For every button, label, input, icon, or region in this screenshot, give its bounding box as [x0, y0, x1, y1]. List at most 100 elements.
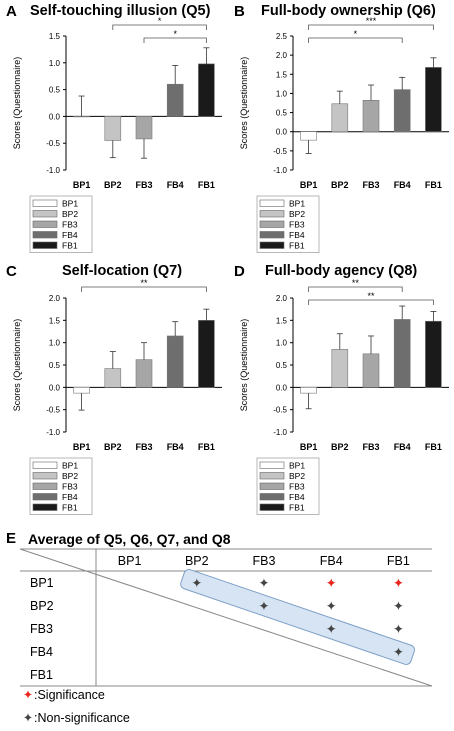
legend-label: BP2 [289, 209, 305, 219]
legend-swatch [259, 231, 285, 239]
non-significance-star-icon: ✦ [22, 711, 34, 725]
y-tick-label: 2.0 [276, 294, 288, 303]
x-tick-label: FB1 [425, 442, 442, 452]
x-tick-label: BP1 [300, 442, 318, 452]
legend-swatch [32, 210, 58, 218]
significance-label: ** [367, 291, 375, 301]
y-tick-label: 0.5 [276, 109, 288, 118]
column-header: FB4 [320, 554, 343, 568]
significance-label: ** [140, 278, 148, 288]
row-header: BP2 [30, 599, 54, 613]
x-tick-label: BP1 [73, 180, 91, 190]
legend-swatch [259, 241, 285, 249]
x-tick-label: FB1 [425, 180, 442, 190]
y-tick-label: 0.5 [49, 361, 61, 370]
legend-label: FB4 [62, 492, 78, 502]
legend-label: BP2 [62, 471, 78, 481]
x-tick-label: FB3 [362, 180, 379, 190]
bar-fb3 [362, 100, 380, 133]
x-tick-label: BP2 [331, 180, 349, 190]
y-tick-label: 0.0 [276, 383, 288, 392]
legend-label: BP2 [62, 209, 78, 219]
significance-bracket [308, 24, 434, 30]
x-tick-label: FB1 [198, 180, 215, 190]
row-header: FB3 [30, 622, 53, 636]
panel-letter: B [234, 3, 245, 20]
legend-label: BP2 [289, 471, 305, 481]
legend-label: FB1 [289, 503, 305, 513]
x-tick-label: FB1 [198, 442, 215, 452]
row-header: BP1 [30, 576, 54, 590]
panel-letter: C [6, 263, 17, 280]
y-tick-label: 1.5 [276, 70, 288, 79]
y-tick-label: 0.0 [49, 383, 61, 392]
non-significance-star-icon: ✦ [326, 599, 337, 614]
y-tick-label: -1.0 [46, 166, 60, 175]
legend-swatch [32, 220, 58, 228]
chart-full-body-ownership: -1.0 -0.5 0.0 0.5 1.0 1.5 2.0 2.5 Scores (Questi… [239, 16, 449, 253]
legend-label: FB3 [289, 482, 305, 492]
bar-fb4 [393, 89, 411, 133]
significance-bracket [81, 286, 207, 292]
y-tick-label: 0.5 [49, 86, 61, 95]
y-tick-label: -1.0 [273, 166, 287, 175]
legend-label: :Non-significance [34, 711, 130, 725]
non-significance-star-icon: ✦ [393, 622, 404, 637]
panel-a: A Self-touching illusion (Q5) -1.0 -0.5 0.… [0, 0, 227, 262]
x-tick-label: FB4 [394, 180, 411, 190]
bar-fb3 [362, 353, 380, 388]
bar-fb3 [135, 116, 153, 140]
matrix-title: Average of Q5, Q6, Q7, and Q8 [28, 531, 231, 547]
legend-swatch [32, 199, 58, 207]
bar-bp1 [300, 131, 317, 141]
x-tick-label: FB4 [167, 442, 184, 452]
non-significance-star-icon: ✦ [259, 576, 270, 591]
x-tick-label: BP1 [300, 180, 318, 190]
significance-bracket [112, 24, 207, 30]
bar-fb3 [135, 359, 153, 388]
x-tick-label: FB3 [135, 180, 152, 190]
legend-label: FB1 [289, 241, 305, 251]
legend-swatch [259, 199, 285, 207]
legend-label: FB3 [289, 220, 305, 230]
x-tick-label: FB3 [135, 442, 152, 452]
y-tick-label: 2.5 [276, 32, 288, 41]
y-tick-label: 1.5 [276, 316, 288, 325]
legend-label: BP1 [62, 199, 78, 209]
legend-swatch [32, 231, 58, 239]
highlight-band [180, 569, 415, 665]
legend-label: BP1 [289, 461, 305, 471]
bar-bp1 [300, 387, 317, 394]
bar-bp2 [104, 116, 122, 141]
significance-star-icon: ✦ [326, 576, 337, 591]
y-axis-label: Scores (Questionnaire) [12, 57, 22, 150]
panel-c: C Self-location (Q7) -1.0 -0.5 0.0 0.5 1.0 1.… [0, 262, 227, 524]
x-tick-label: BP2 [104, 442, 122, 452]
significance-label: *** [366, 16, 377, 26]
column-header: BP2 [185, 554, 209, 568]
y-tick-label: 0.0 [49, 112, 61, 121]
row-header: FB1 [30, 668, 53, 682]
x-tick-label: BP2 [331, 442, 349, 452]
column-header: BP1 [118, 554, 142, 568]
legend-label: BP1 [62, 461, 78, 471]
bar-fb1 [425, 320, 442, 388]
panel-title: Full-body agency (Q8) [265, 263, 418, 279]
significance-label: * [173, 29, 177, 39]
legend-label: FB4 [62, 230, 78, 240]
legend-swatch [32, 241, 58, 249]
significance-star-icon: ✦ [22, 688, 34, 702]
significance-matrix: BP1 BP2 FB3 FB4 FB1 BP1 BP2 FB3 FB4 FB1 ✦ ✦ ✦ ✦ ✦ ✦ ✦ ✦ ✦ ✦ [19, 548, 433, 687]
x-tick-label: FB3 [362, 442, 379, 452]
y-axis-label: Scores (Questionnaire) [239, 319, 249, 412]
bar-fb4 [393, 319, 411, 388]
chart-self-touching: -1.0 -0.5 0.0 0.5 1.0 1.5 Scores (Questionnair… [12, 16, 222, 253]
bar-fb1 [198, 63, 215, 117]
panel-letter: E [6, 530, 17, 547]
y-tick-label: 0.5 [276, 361, 288, 370]
legend-label: :Significance [34, 688, 105, 702]
legend-label: FB4 [289, 492, 305, 502]
bar-bp2 [331, 103, 349, 133]
y-tick-label: 2.0 [276, 51, 288, 60]
bar-fb4 [166, 335, 184, 388]
